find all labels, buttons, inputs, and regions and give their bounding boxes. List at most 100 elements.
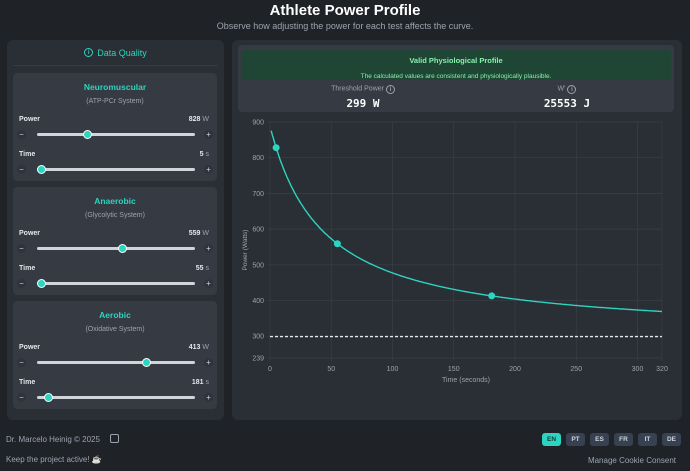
- language-button-fr[interactable]: FR: [614, 433, 633, 446]
- power-value: 559: [188, 230, 201, 237]
- minus-button[interactable]: −: [17, 358, 26, 367]
- time-slider[interactable]: − +: [17, 392, 213, 402]
- minus-button[interactable]: −: [17, 130, 26, 139]
- power-unit: W: [202, 116, 209, 123]
- info-icon[interactable]: i: [385, 85, 395, 94]
- cookie-consent-link[interactable]: Manage Cookie Consent: [587, 456, 676, 465]
- threshold-power-label: Threshold Power: [331, 85, 384, 93]
- power-slider-track[interactable]: [37, 358, 195, 367]
- time-slider-thumb[interactable]: [37, 165, 47, 174]
- power-slider-thumb[interactable]: [117, 244, 127, 253]
- plus-button[interactable]: +: [204, 165, 213, 174]
- x-tick-label: 300: [632, 366, 644, 373]
- plus-button[interactable]: +: [204, 130, 213, 139]
- plus-button[interactable]: +: [204, 393, 213, 402]
- y-tick-label: 300: [252, 334, 264, 341]
- plus-button[interactable]: +: [204, 279, 213, 288]
- power-slider-thumb[interactable]: [141, 358, 151, 367]
- info-icon: i: [84, 48, 94, 57]
- data-quality-button[interactable]: i Data Quality: [13, 40, 218, 66]
- author-text: Dr. Marcelo Heinig © 2025: [6, 435, 100, 444]
- time-unit: s: [205, 265, 210, 272]
- threshold-power-value: 299 W: [346, 97, 380, 110]
- time-slider-track[interactable]: [37, 393, 195, 402]
- power-slider[interactable]: − +: [17, 357, 213, 367]
- stats-box: Valid Physiological Profile The calculate…: [238, 45, 674, 112]
- power-label: Power: [19, 344, 41, 351]
- power-label: Power: [19, 230, 41, 237]
- w-prime-value: 25553 J: [543, 97, 591, 110]
- threshold-power-stat: Threshold Power i 299 W: [288, 85, 438, 110]
- x-tick-label: 250: [570, 366, 582, 373]
- x-tick-label: 100: [387, 366, 399, 373]
- w-prime-stat: W' i 25553 J: [492, 85, 642, 110]
- minus-button[interactable]: −: [17, 165, 26, 174]
- language-button-de[interactable]: DE: [662, 433, 681, 446]
- x-tick-label: 0: [268, 366, 272, 373]
- y-tick-label: 600: [252, 227, 264, 234]
- time-slider-track[interactable]: [37, 279, 195, 288]
- test-card-anaerobic: Anaerobic (Glycolytic System) Power 559 W …: [13, 187, 217, 295]
- data-point: [488, 292, 496, 300]
- plus-button[interactable]: +: [204, 358, 213, 367]
- language-button-es[interactable]: ES: [590, 433, 609, 446]
- y-tick-label: 700: [252, 191, 264, 198]
- x-tick-label: 150: [448, 366, 460, 373]
- data-quality-label: Data Quality: [97, 47, 147, 58]
- power-unit: W: [202, 230, 209, 237]
- x-tick-label: 200: [509, 366, 521, 373]
- test-card-aerobic: Aerobic (Oxidative System) Power 413 W − +…: [13, 301, 217, 409]
- support-link[interactable]: Keep the project active! ☕: [6, 455, 102, 464]
- power-slider[interactable]: − +: [17, 129, 213, 139]
- x-axis-label: Time (seconds): [442, 377, 490, 384]
- power-value: 828: [188, 116, 201, 123]
- page-subtitle: Observe how adjusting the power for each…: [216, 21, 474, 31]
- power-value: 413: [188, 344, 201, 351]
- y-tick-label: 500: [252, 262, 264, 269]
- status-banner: Valid Physiological Profile The calculate…: [241, 50, 671, 80]
- chart-panel: Valid Physiological Profile The calculate…: [232, 40, 682, 420]
- instagram-icon[interactable]: [110, 434, 119, 443]
- data-point: [272, 144, 280, 152]
- time-slider[interactable]: − +: [17, 278, 213, 288]
- x-tick-label: 320: [656, 366, 668, 373]
- power-slider-track[interactable]: [37, 244, 195, 253]
- power-unit: W: [202, 344, 209, 351]
- y-tick-label: 800: [252, 155, 264, 162]
- test-system: (ATP-PCr System): [86, 98, 144, 105]
- plus-button[interactable]: +: [204, 244, 213, 253]
- time-unit: s: [205, 151, 210, 158]
- time-value: 181: [191, 379, 204, 386]
- info-icon[interactable]: i: [567, 85, 577, 94]
- power-slider[interactable]: − +: [17, 243, 213, 253]
- test-system: (Glycolytic System): [85, 212, 145, 219]
- minus-button[interactable]: −: [17, 393, 26, 402]
- status-title: Valid Physiological Profile: [409, 56, 503, 65]
- test-name: Aerobic: [99, 310, 131, 320]
- time-slider-track[interactable]: [37, 165, 195, 174]
- y-tick-label: 900: [252, 120, 264, 127]
- time-value: 5: [199, 151, 204, 158]
- language-button-it[interactable]: IT: [638, 433, 657, 446]
- power-slider-thumb[interactable]: [83, 130, 93, 139]
- w-prime-label: W': [557, 85, 566, 93]
- language-button-pt[interactable]: PT: [566, 433, 585, 446]
- test-name: Anaerobic: [94, 196, 136, 206]
- language-button-en[interactable]: EN: [542, 433, 561, 446]
- time-slider-thumb[interactable]: [43, 393, 53, 402]
- test-card-neuromuscular: Neuromuscular (ATP-PCr System) Power 828 W…: [13, 73, 217, 181]
- power-label: Power: [19, 116, 41, 123]
- data-point: [333, 240, 341, 248]
- time-slider-thumb[interactable]: [37, 279, 47, 288]
- x-tick-label: 50: [327, 366, 335, 373]
- y-axis-label: Power (Watts): [242, 230, 249, 271]
- minus-button[interactable]: −: [17, 279, 26, 288]
- test-system: (Oxidative System): [85, 326, 145, 333]
- time-slider[interactable]: − +: [17, 164, 213, 174]
- y-tick-label: 239: [252, 356, 264, 363]
- power-slider-track[interactable]: [37, 130, 195, 139]
- minus-button[interactable]: −: [17, 244, 26, 253]
- time-label: Time: [19, 151, 36, 158]
- y-tick-label: 400: [252, 298, 264, 305]
